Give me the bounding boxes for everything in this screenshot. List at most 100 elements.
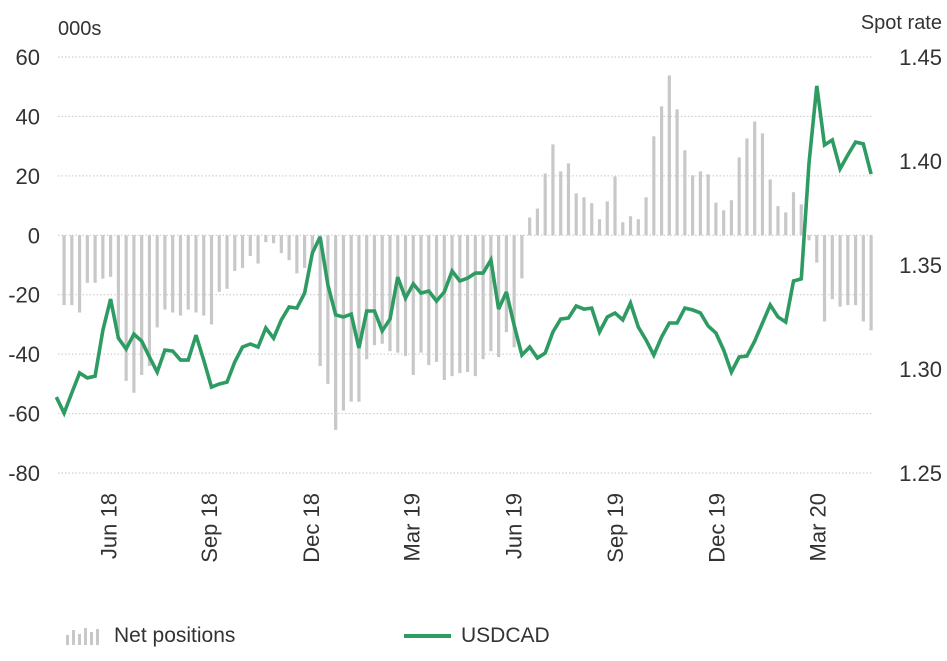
left-tick-label: -80 [8,461,40,486]
net-position-bar [202,235,206,316]
net-position-bar [652,136,656,236]
net-position-bar [729,200,734,236]
legend-item-usdcad: USDCAD [404,622,550,650]
net-position-bar [520,235,524,279]
x-tick-label: Jun 18 [96,493,121,559]
net-position-bar [691,175,695,236]
net-position-bar [116,235,120,334]
net-position-bar [427,235,431,366]
net-position-bar [535,208,540,236]
net-position-bar [124,235,128,381]
right-tick-label: 1.25 [899,461,942,486]
net-position-bar [365,235,369,360]
x-tick-label: Mar 20 [806,493,831,561]
line-series-icon [404,634,451,638]
left-tick-label: 60 [16,45,40,70]
right-tick-label: 1.35 [899,253,942,278]
net-position-bar [675,109,679,236]
net-position-bar [551,144,555,236]
net-position-bar [240,235,245,268]
net-position-bar [846,235,850,306]
net-position-bar [481,235,485,360]
net-position-bar [698,171,702,236]
net-position-bar [659,106,664,236]
net-position-bar [388,235,392,352]
net-position-bar [326,235,330,384]
net-position-bar [271,235,276,244]
net-position-bar [597,219,602,236]
net-position-bar [256,235,260,264]
usdcad-line [54,85,873,418]
net-position-bar [559,171,563,236]
net-position-bar [497,235,501,358]
net-position-bar [380,235,384,344]
legend-label-usdcad: USDCAD [461,624,550,647]
net-position-bar [279,235,283,254]
net-position-bar [504,235,508,333]
gridlines [58,56,872,474]
net-position-bar [745,138,749,236]
net-position-bar [644,197,648,236]
net-position-bar [799,204,803,236]
left-axis-title: 000s [58,18,102,40]
net-position-bar [357,235,361,402]
net-position-bar [636,219,640,236]
net-positions-bars [62,75,873,430]
net-position-bar [489,235,493,352]
net-position-bar [760,133,765,236]
net-position-bar [815,235,819,263]
left-tick-label: 40 [16,104,40,129]
net-position-bar [310,235,314,253]
net-position-bar [225,235,229,289]
usdcad-line-group [54,85,873,418]
net-position-bar [869,235,873,331]
net-position-bar [791,192,796,236]
net-position-bar [295,235,299,274]
net-position-bar [621,222,625,236]
left-axis-ticks: 60 40 20 0 -20 -40 -60 -80 [8,45,40,486]
net-position-bar [458,235,462,374]
net-position-bar [396,235,400,353]
net-position-bar [303,235,307,268]
net-position-bar [171,235,175,313]
net-position-bar [318,235,322,367]
net-position-bar [706,174,710,236]
net-position-bar [109,235,113,277]
right-axis-ticks: 1.45 1.40 1.35 1.30 1.25 [899,45,942,486]
net-position-bar [574,193,578,236]
net-position-bar [776,206,780,236]
net-position-bar [101,235,105,279]
net-position-bar [147,235,152,367]
net-position-bar [334,235,338,430]
net-position-bar [582,197,586,236]
net-position-bar [830,235,834,300]
x-tick-label: Dec 19 [705,493,730,563]
net-position-bar [442,235,446,380]
left-tick-label: -20 [8,283,40,308]
net-position-bar [140,235,144,375]
net-position-bar [217,235,221,292]
x-tick-label: Sep 18 [197,493,222,563]
net-position-bar [450,235,454,377]
x-axis-ticks: Jun 18 Sep 18 Dec 18 Mar 19 Jun 19 Sep 19 Dec … [96,493,830,563]
left-tick-label: -60 [8,402,40,427]
net-position-bar [178,235,183,316]
right-tick-label: 1.45 [899,45,942,70]
net-position-bar [132,235,136,393]
net-position-bar [590,203,594,236]
net-position-bar [372,235,377,346]
net-position-bar [512,235,516,348]
left-tick-label: 0 [28,223,40,248]
net-position-bar [155,235,159,328]
legend-label-net-positions: Net positions [114,624,236,647]
net-position-bar [341,235,346,411]
net-position-bar [264,235,268,243]
net-position-bar [822,235,827,322]
net-position-bar [194,235,198,313]
net-position-bar [807,235,811,241]
net-position-bar [784,212,788,236]
net-position-bar [613,176,617,236]
net-position-bar [768,179,772,236]
net-position-bar [77,235,82,313]
net-position-bar [411,235,415,375]
